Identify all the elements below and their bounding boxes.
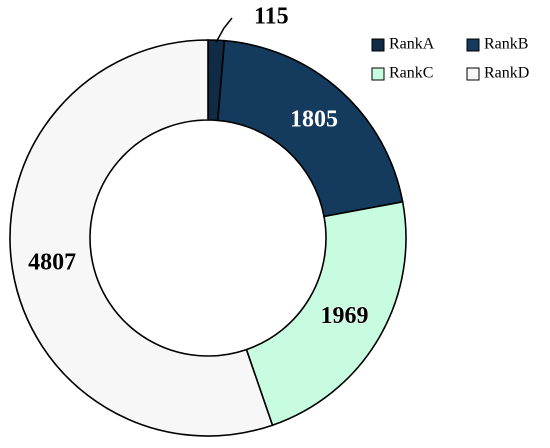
data-label-rankd: 4807	[28, 250, 76, 276]
legend-swatch-rankb	[466, 38, 480, 52]
slice-rankd	[9, 39, 274, 437]
donut-slices	[9, 39, 407, 437]
chart-legend: RankA RankB RankC RankD	[371, 36, 529, 82]
slice-rankb	[216, 39, 404, 218]
legend-label-ranka: RankA	[389, 36, 435, 53]
data-label-rankb: 1805	[290, 106, 338, 132]
slice-rankc	[245, 200, 407, 427]
legend-label-rankb: RankB	[484, 36, 528, 53]
leader-line-ranka	[215, 17, 233, 43]
legend-swatch-ranka	[371, 38, 385, 52]
legend-label-rankd: RankD	[484, 65, 529, 82]
data-label-ranka: 115	[254, 4, 289, 30]
legend-swatch-rankc	[371, 67, 385, 81]
legend-swatch-rankd	[466, 67, 480, 81]
data-label-rankc: 1969	[320, 303, 368, 329]
legend-label-rankc: RankC	[389, 65, 433, 82]
donut-data-labels: 115 1805 1969 4807	[28, 3, 369, 330]
